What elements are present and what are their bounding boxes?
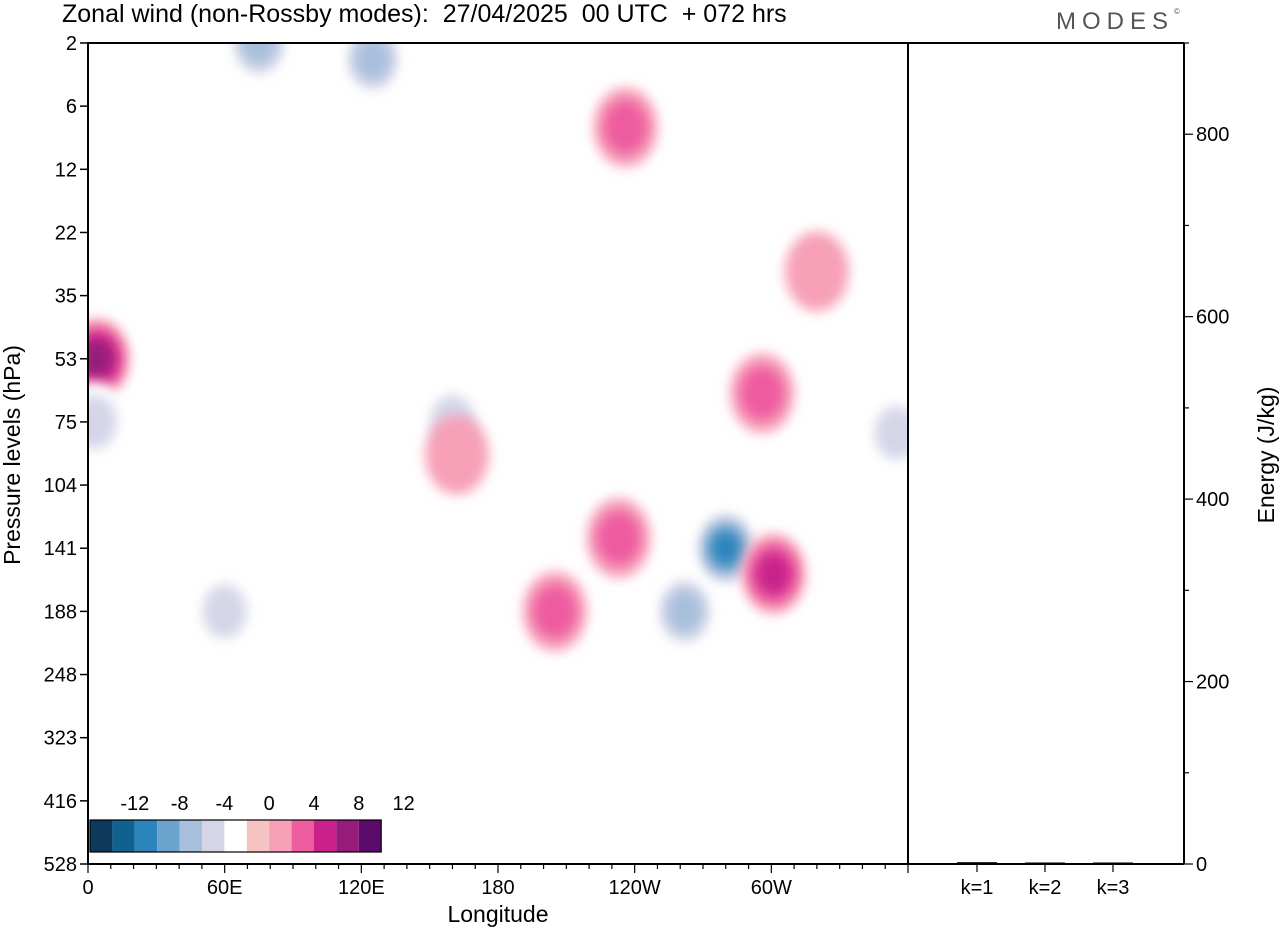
colorbar: -12 -8 -4 0 4 8 12 — [89, 793, 415, 853]
modes-logo: MODES© — [1056, 7, 1180, 36]
heatmap-blob-11-4 — [712, 532, 740, 564]
heatmap-blob-2-1 — [202, 584, 247, 639]
y-tick-label-6: 6 — [66, 96, 77, 118]
y-tick-label-75: 75 — [55, 412, 77, 434]
x-tick-label-0: 0 — [82, 877, 93, 899]
colorbar-swatch-12 — [358, 820, 382, 852]
x-tick-label-60E: 60E — [207, 877, 243, 899]
colorbar-swatch-1 — [112, 820, 135, 852]
energy-tick-label-600: 600 — [1196, 307, 1229, 329]
heatmap-blob-15-1 — [874, 405, 908, 460]
energy-x-label-k=2: k=2 — [1029, 877, 1062, 899]
y-tick-label-141: 141 — [44, 538, 77, 560]
colorbar-swatch-9 — [291, 820, 314, 852]
y-tick-label-188: 188 — [44, 601, 77, 623]
heatmap-field — [88, 43, 908, 652]
y-tick-label-104: 104 — [44, 475, 77, 497]
colorbar-swatch-10 — [314, 820, 337, 852]
colorbar-swatch-3 — [157, 820, 180, 852]
colorbar-swatch-7 — [246, 820, 270, 852]
heatmap-blob-4-2 — [355, 43, 391, 80]
colorbar-label-6: 12 — [392, 793, 414, 815]
heatmap-blob-1-1 — [88, 395, 117, 449]
heatmap-blob-7-1 — [532, 584, 577, 639]
colorbar-label-0: -12 — [120, 793, 149, 815]
energy-x-label-k=3: k=3 — [1097, 877, 1130, 899]
colorbar-swatch-0 — [90, 820, 113, 852]
y-tick-label-248: 248 — [44, 665, 77, 687]
heatmap-blob-6-0 — [425, 414, 489, 495]
chart-title: Zonal wind (non-Rossby modes): 27/04/202… — [62, 0, 787, 28]
x-tick-label-180: 180 — [481, 877, 514, 899]
y-tick-label-12: 12 — [55, 159, 77, 181]
colorbar-swatch-8 — [269, 820, 292, 852]
y-tick-label-22: 22 — [55, 222, 77, 244]
energy-tick-label-400: 400 — [1196, 489, 1229, 511]
y-tick-label-528: 528 — [44, 854, 77, 876]
energy-bar-k=3 — [1093, 862, 1133, 864]
y-tick-label-53: 53 — [55, 349, 77, 371]
colorbar-swatch-2 — [134, 820, 158, 852]
heatmap-blob-14-0 — [784, 231, 849, 312]
energy-x-label-k=1: k=1 — [961, 877, 994, 899]
colorbar-swatch-11 — [336, 820, 359, 852]
x-tick-label-120E: 120E — [338, 877, 385, 899]
colorbar-label-5: 8 — [353, 793, 364, 815]
heatmap-blob-0-3 — [88, 340, 113, 377]
energy-bar-k=1 — [957, 862, 997, 864]
x-tick-label-60W: 60W — [751, 877, 792, 899]
heatmap-blob-8-1 — [596, 511, 641, 565]
logo-mark: © — [1174, 7, 1180, 16]
x-tick-label-120W: 120W — [609, 877, 661, 899]
y-axis-label: Pressure levels (hPa) — [0, 345, 25, 565]
colorbar-label-1: -8 — [171, 793, 189, 815]
y-tick-label-416: 416 — [44, 791, 77, 813]
y-tick-label-323: 323 — [44, 728, 77, 750]
colorbar-label-4: 4 — [308, 793, 319, 815]
colorbar-swatch-5 — [202, 820, 225, 852]
x-axis-label: Longitude — [447, 901, 548, 927]
y-tick-label-2: 2 — [66, 33, 77, 55]
logo-text: MODES — [1056, 8, 1175, 35]
heatmap-blob-12-2 — [756, 552, 792, 595]
energy-axes: 0 200 400 600 800 — [908, 42, 1229, 876]
colorbar-label-2: -4 — [216, 793, 234, 815]
energy-bar-k=2 — [1025, 862, 1065, 864]
heatmap-frame — [87, 42, 909, 865]
y-tick-label-35: 35 — [55, 286, 77, 308]
energy-tick-label-200: 200 — [1196, 672, 1229, 694]
heatmap-blob-16-0 — [848, 87, 908, 168]
colorbar-swatch-6 — [224, 820, 247, 852]
heatmap-blob-10-2 — [667, 590, 703, 633]
colorbar-swatch-4 — [179, 820, 202, 852]
colorbar-label-3: 0 — [264, 793, 275, 815]
energy-tick-label-0: 0 — [1196, 854, 1207, 876]
heatmap-blob-13-1 — [740, 366, 785, 421]
energy-axis-label: Energy (J/kg) — [1253, 387, 1279, 524]
heatmap-blob-3-2 — [241, 43, 277, 65]
colorbar-frame — [89, 819, 382, 853]
energy-bars: k=1 k=2 k=3 — [957, 862, 1133, 899]
energy-tick-label-800: 800 — [1196, 124, 1229, 146]
heatmap-blob-9-1 — [603, 100, 648, 155]
